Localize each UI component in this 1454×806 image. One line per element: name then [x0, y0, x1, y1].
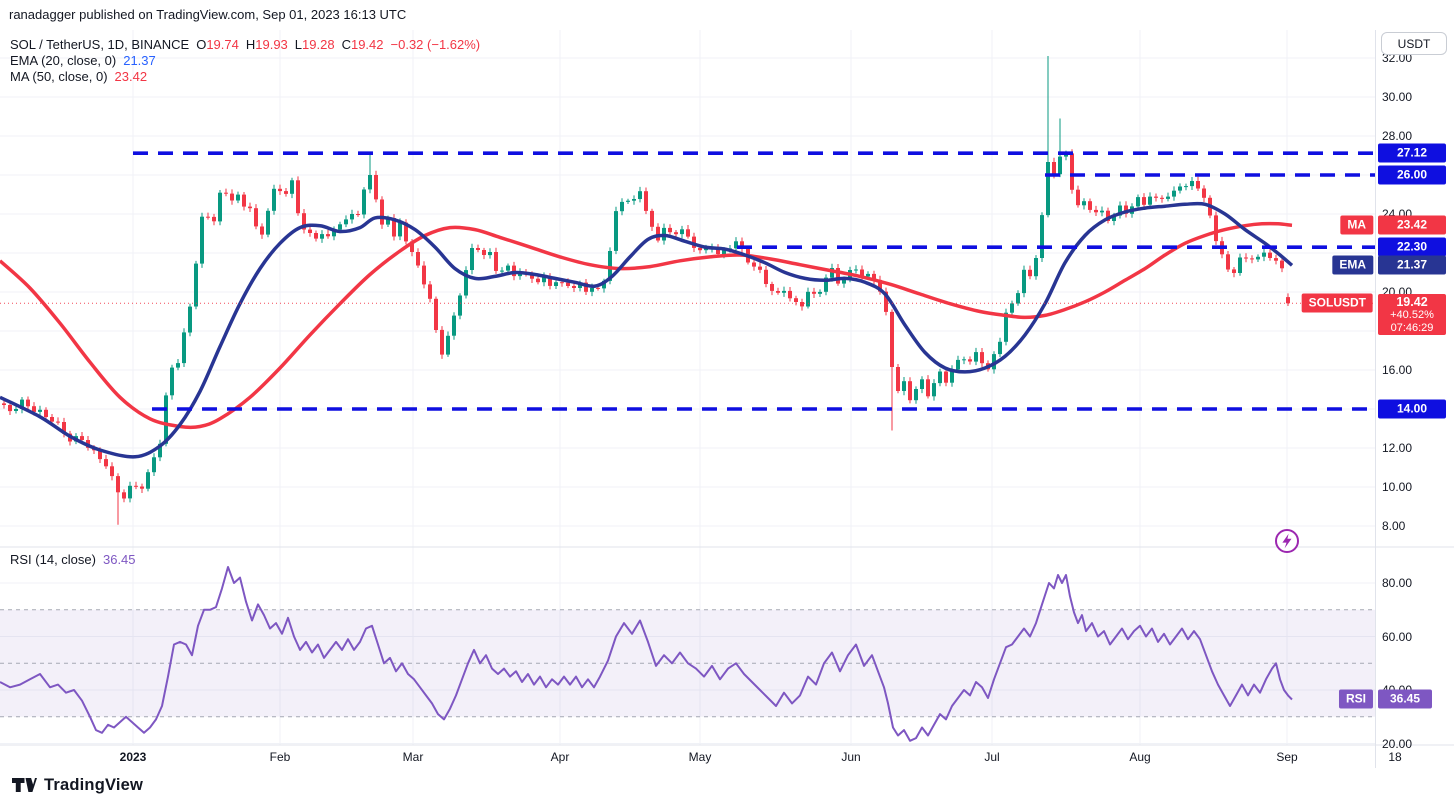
tradingview-mark-icon [12, 778, 37, 792]
time-tick-label: Jul [984, 750, 1000, 764]
time-tick-label: May [688, 750, 712, 764]
ema-label: EMA (20, close, 0) [10, 53, 117, 68]
low-key: L [294, 37, 303, 52]
close-value: 19.42 [350, 37, 384, 52]
time-tick-label: Aug [1129, 750, 1151, 764]
publish-header: ranadagger published on TradingView.com,… [9, 7, 407, 22]
rsi-tick-label: 20.00 [1382, 736, 1413, 751]
ma-legend-row: MA (50, close, 0) 23.42 [10, 69, 480, 85]
open-value: 19.74 [206, 37, 239, 52]
ema-value: 21.37 [123, 53, 156, 68]
time-scale[interactable] [0, 745, 1454, 768]
time-tick-label: Mar [402, 750, 424, 764]
price-tick-label: 16.00 [1382, 363, 1413, 377]
price-tick-label: 10.00 [1382, 480, 1413, 494]
ma-tag: MA [1340, 215, 1373, 235]
ema-legend-row: EMA (20, close, 0) 21.37 [10, 53, 480, 69]
rsi-label: RSI (14, close) [10, 552, 96, 567]
change-value: −0.32 (−1.62%) [390, 37, 481, 52]
level-price-label: 26.00 [1378, 165, 1446, 185]
ma-label: MA (50, close, 0) [10, 69, 108, 84]
ma-price-label: 23.42 [1378, 215, 1446, 235]
price-tick-label: 30.00 [1382, 90, 1413, 104]
price-tick-label: 28.00 [1382, 129, 1413, 143]
time-tick-label: Feb [269, 750, 291, 764]
symbol-legend-row: SOL / TetherUS, 1D, BINANCE O19.74 H19.93 L… [10, 37, 480, 53]
symbol-title: SOL / TetherUS, 1D, BINANCE [10, 37, 190, 52]
rsi-value: 36.45 [102, 552, 136, 567]
level-price-label: 22.30 [1378, 237, 1446, 257]
high-value: 19.93 [255, 37, 288, 52]
time-tick-label: Apr [550, 750, 570, 764]
tradingview-wordmark: TradingView [44, 775, 144, 794]
high-key: H [245, 37, 256, 52]
time-tick-label: Jun [841, 750, 861, 764]
pane-divider[interactable] [0, 546, 1454, 549]
rsi-legend: RSI (14, close) 36.45 [10, 552, 136, 567]
chart-legend: SOL / TetherUS, 1D, BINANCE O19.74 H19.93 L… [10, 37, 480, 85]
symbol-tag: SOLUSDT [1301, 293, 1373, 313]
last-price-box: 19.42 +40.52% 07:46:29 [1378, 294, 1446, 335]
last-price-change-pct: +40.52% [1390, 309, 1434, 321]
low-value: 19.28 [302, 37, 335, 52]
bar-countdown: 07:46:29 [1390, 322, 1434, 334]
currency-toggle-button[interactable]: USDT [1381, 32, 1447, 55]
tradingview-logo[interactable]: TradingView [12, 775, 143, 795]
level-price-label: 14.00 [1378, 399, 1446, 419]
rsi-tick-label: 80.00 [1382, 576, 1413, 590]
time-tick-label: 18 [1388, 750, 1402, 764]
ema-price-label: 21.37 [1378, 255, 1446, 275]
price-tick-label: 8.00 [1382, 519, 1406, 533]
level-price-label: 27.12 [1378, 143, 1446, 163]
time-tick-label: 2023 [119, 750, 147, 764]
ema-tag: EMA [1332, 255, 1373, 275]
rsi-price-label: 36.45 [1378, 689, 1432, 709]
open-key: O [196, 37, 207, 52]
flash-icon[interactable] [1273, 527, 1301, 555]
close-key: C [341, 37, 351, 52]
rsi-tag: RSI [1338, 689, 1373, 709]
ma-value: 23.42 [114, 69, 148, 84]
price-tick-label: 12.00 [1382, 441, 1413, 455]
rsi-tick-label: 60.00 [1382, 629, 1413, 644]
last-price-value: 19.42 [1396, 295, 1428, 309]
time-tick-label: Sep [1276, 750, 1298, 764]
